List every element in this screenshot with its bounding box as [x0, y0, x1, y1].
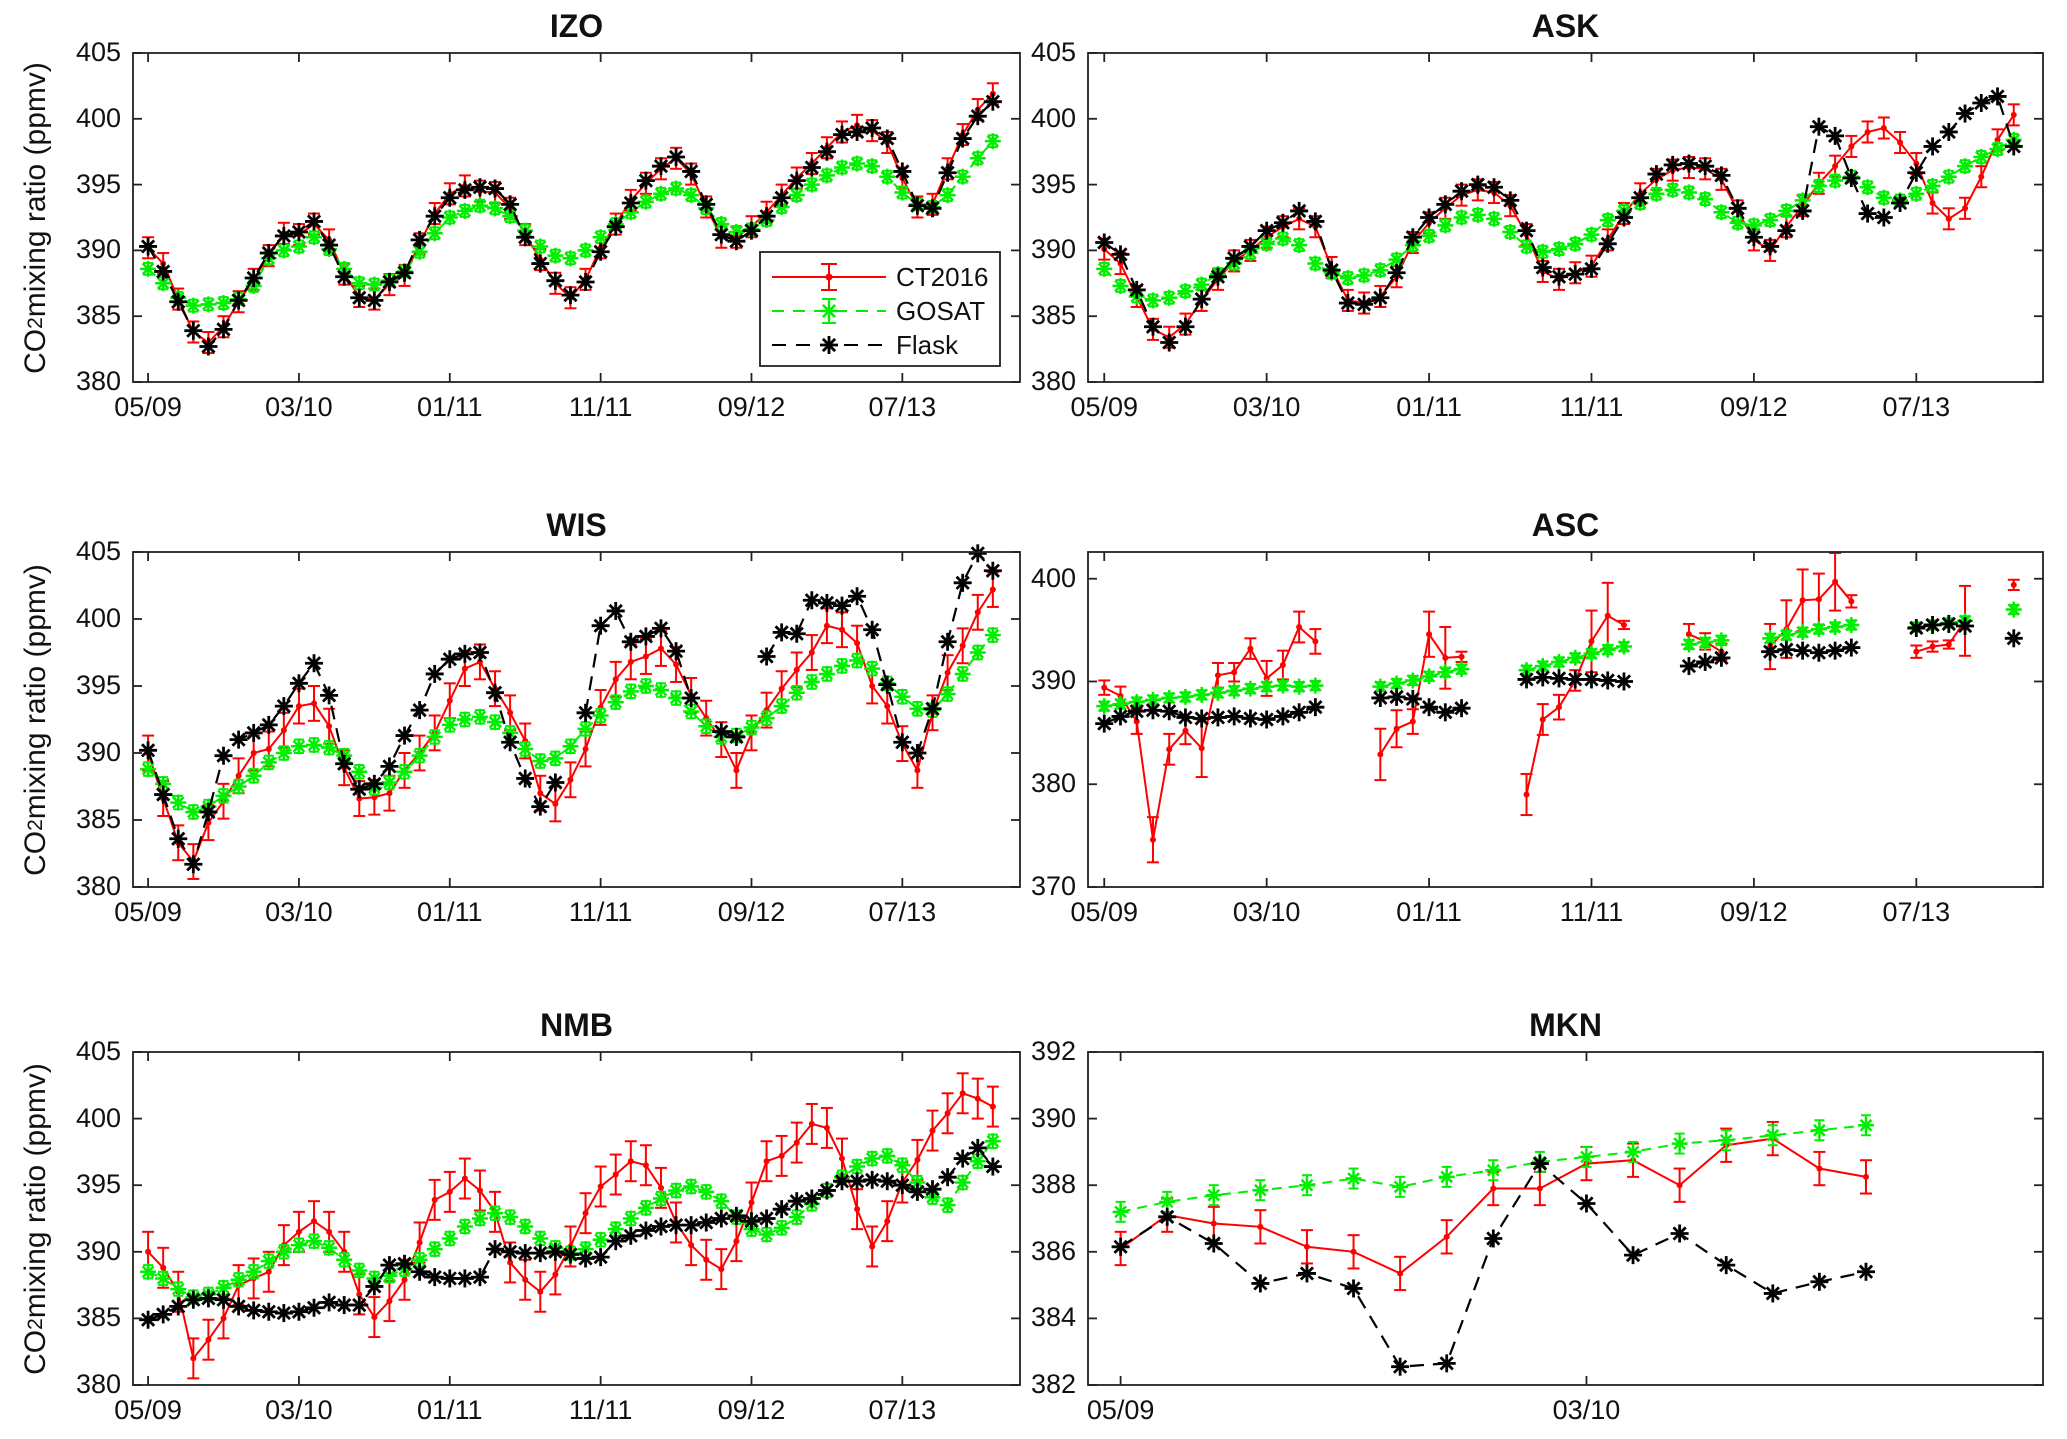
y-tick-label: 385: [75, 1302, 121, 1333]
y-tick-label: 384: [1030, 1302, 1076, 1333]
x-tick-label: 11/11: [568, 897, 633, 927]
x-tick-label: 09/12: [1720, 392, 1788, 422]
x-tick-label: 01/11: [1396, 392, 1462, 422]
x-tick-label: 03/10: [1232, 392, 1301, 422]
y-tick-label: 390: [1030, 665, 1076, 696]
y-tick-label: 400: [75, 603, 121, 633]
x-tick-label: 05/09: [1086, 1395, 1155, 1425]
y-tick-label: 382: [1030, 1369, 1076, 1399]
y-tick-label: 385: [75, 804, 121, 834]
y-tick-label: 390: [75, 1235, 121, 1266]
y-tick-label: 380: [1030, 768, 1076, 799]
y-tick-label: 400: [1030, 102, 1076, 133]
y-tick-label: 395: [75, 1169, 121, 1200]
x-tick-label: 01/11: [417, 897, 483, 927]
y-tick-label: 380: [75, 366, 121, 396]
x-tick-label: 07/13: [868, 1395, 937, 1425]
panel-title-wis: WIS: [546, 507, 607, 543]
y-tick-label: 395: [75, 670, 121, 700]
y-tick-label: 380: [75, 871, 121, 901]
x-tick-label: 11/11: [1559, 897, 1624, 927]
x-tick-label: 07/13: [1882, 897, 1951, 927]
y-tick-label: 400: [75, 1102, 121, 1133]
x-tick-label: 09/12: [717, 897, 786, 927]
x-tick-label: 05/09: [1070, 897, 1139, 927]
y-tick-label: 400: [1030, 562, 1076, 593]
y-tick-label: 390: [75, 737, 121, 767]
y-tick-label: 390: [1030, 1102, 1076, 1133]
x-tick-label: 05/09: [114, 897, 182, 927]
x-tick-label: 11/11: [568, 392, 633, 422]
y-tick-label: 380: [1030, 366, 1076, 396]
y-tick-label: 405: [75, 1036, 121, 1066]
panel-title-asc: ASC: [1531, 507, 1600, 543]
y-tick-label: 385: [1030, 300, 1076, 331]
y-tick-label: 385: [75, 300, 121, 331]
x-tick-label: 09/12: [717, 392, 786, 422]
y-tick-label: 400: [75, 102, 121, 133]
panel-title-ask: ASK: [1531, 8, 1600, 44]
y-tick-label: 395: [1030, 168, 1076, 199]
x-tick-label: 01/11: [417, 1395, 483, 1425]
x-tick-label: 11/11: [1559, 392, 1624, 422]
y-tick-label: 390: [1030, 234, 1076, 265]
x-tick-label: 09/12: [1720, 897, 1788, 927]
y-tick-label: 392: [1030, 1036, 1076, 1066]
y-tick-label: 390: [75, 234, 121, 265]
x-tick-label: 01/11: [1396, 897, 1462, 927]
y-tick-label: 380: [75, 1369, 121, 1399]
panel-title-mkn: MKN: [1529, 1007, 1602, 1043]
x-tick-label: 05/09: [114, 392, 182, 422]
y-tick-label: 405: [1030, 37, 1076, 67]
x-tick-label: 09/12: [717, 1395, 786, 1425]
x-tick-label: 11/11: [568, 1395, 633, 1425]
x-tick-label: 07/13: [1882, 392, 1951, 422]
y-tick-label: 405: [75, 536, 121, 566]
y-tick-label: 388: [1030, 1169, 1076, 1200]
x-tick-label: 07/13: [868, 897, 937, 927]
x-tick-label: 05/09: [1070, 392, 1139, 422]
x-tick-label: 03/10: [265, 1395, 333, 1425]
x-tick-label: 03/10: [1552, 1395, 1621, 1425]
y-tick-label: 370: [1030, 871, 1076, 901]
y-tick-label: 395: [75, 168, 121, 199]
x-tick-label: 05/09: [114, 1395, 182, 1425]
y-tick-label: 405: [75, 37, 121, 67]
legend-label-gosat: GOSAT: [896, 296, 986, 326]
y-tick-label: 386: [1030, 1235, 1076, 1266]
legend-label-ct2016: CT2016: [896, 262, 989, 292]
x-tick-label: 07/13: [868, 392, 937, 422]
legend-label-flask: Flask: [896, 330, 959, 360]
panel-title-nmb: NMB: [540, 1007, 613, 1043]
x-tick-label: 03/10: [1232, 897, 1301, 927]
x-tick-label: 01/11: [417, 392, 483, 422]
x-tick-label: 03/10: [265, 392, 333, 422]
x-tick-label: 03/10: [265, 897, 333, 927]
panel-title-izo: IZO: [549, 8, 604, 44]
